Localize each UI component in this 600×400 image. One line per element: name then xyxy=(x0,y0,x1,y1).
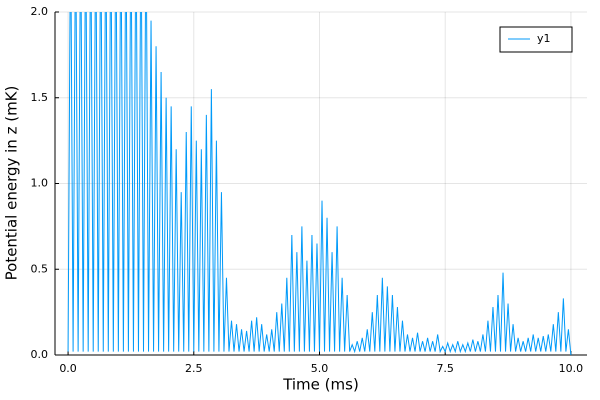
y-tick-label: 0.0 xyxy=(31,348,49,361)
y-tick-label: 2.0 xyxy=(31,5,49,18)
legend-label: y1 xyxy=(537,32,551,45)
y-tick-label: 0.5 xyxy=(31,262,49,275)
y-tick-label: 1.5 xyxy=(31,91,49,104)
x-tick-label: 7.5 xyxy=(436,362,454,375)
plot-area xyxy=(67,12,572,355)
x-tick-label: 10.0 xyxy=(559,362,584,375)
x-tick-label: 5.0 xyxy=(311,362,329,375)
x-tick-label: 0.0 xyxy=(59,362,77,375)
y-tick-label: 1.0 xyxy=(31,177,49,190)
data-line xyxy=(67,12,572,355)
x-axis-label: Time (ms) xyxy=(282,376,359,394)
x-tick-label: 2.5 xyxy=(185,362,203,375)
y-axis-label: Potential energy in z (mK) xyxy=(3,86,21,281)
